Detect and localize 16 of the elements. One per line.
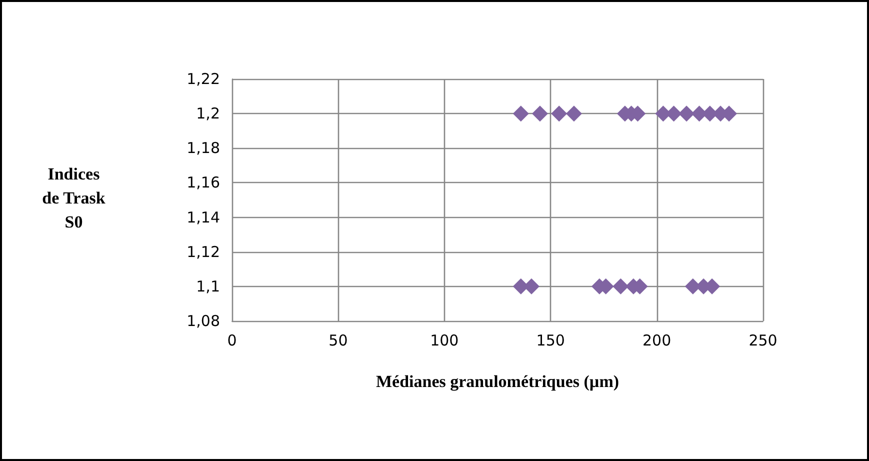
y-axis-title: Indices de Trask S0 — [42, 164, 106, 232]
y-tick-label: 1,2 — [196, 104, 220, 123]
y-tick-label: 1,12 — [186, 242, 220, 261]
x-tick-label: 0 — [227, 332, 237, 350]
y-tick-label: 1,16 — [186, 174, 220, 192]
x-axis-title: Médianes granulométriques (µm) — [376, 372, 620, 391]
x-tick-label: 100 — [430, 332, 459, 350]
x-tick-label: 200 — [642, 332, 672, 350]
y-tick-label: 1,22 — [186, 70, 220, 88]
x-tick-label: 50 — [328, 332, 348, 350]
y-tick-label: 1,08 — [186, 312, 220, 330]
y-tick-label: 1,18 — [186, 139, 220, 158]
y-tick-label: 1,14 — [186, 208, 220, 226]
x-tick-label: 250 — [748, 332, 778, 350]
x-tick-label: 150 — [536, 332, 565, 350]
y-tick-label: 1,1 — [196, 277, 220, 296]
